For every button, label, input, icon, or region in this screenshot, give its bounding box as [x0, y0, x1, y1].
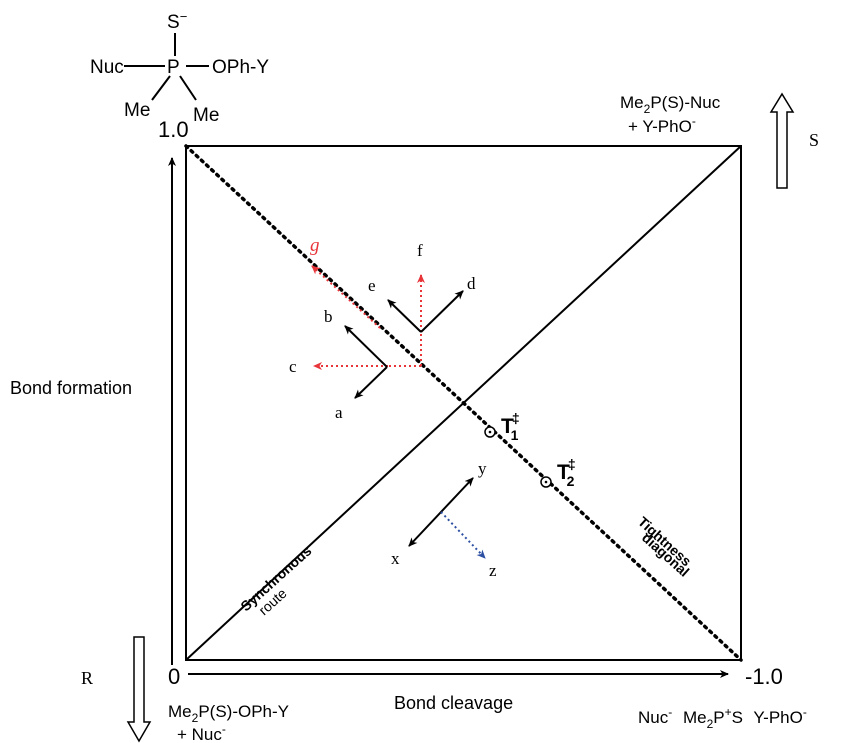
p-me-left-bond	[151, 75, 171, 101]
oph-y-label: OPh-Y	[212, 57, 269, 78]
origin-label: 0	[168, 664, 180, 689]
vector-a-label: a	[335, 403, 343, 422]
sulfur-label: S−	[167, 9, 187, 33]
phosphorus-label: P	[167, 57, 180, 78]
vector-group-upper: a b c d e f g	[289, 235, 476, 422]
transition-state-t2: T‡ 2	[540, 456, 576, 489]
vector-e-label: e	[368, 276, 376, 295]
s-direction-hollow-arrow	[769, 92, 795, 189]
vector-group-lower: x y z	[391, 459, 497, 580]
r-direction-hollow-arrow	[126, 636, 152, 743]
r-direction-label: R	[81, 668, 93, 688]
nuc-label: Nuc	[90, 57, 124, 78]
top-right-product-line1: Me2P(S)-Nuc	[620, 93, 721, 116]
methyl-right-label: Me	[193, 105, 219, 126]
s-direction-label: S	[809, 130, 819, 150]
vector-y-label: y	[478, 459, 487, 478]
vector-z-arrow	[440, 511, 486, 559]
vector-g-arrow	[311, 265, 381, 329]
y-axis-max-label: 1.0	[158, 117, 189, 142]
top-right-product-line2: + Y-PhO-	[628, 114, 696, 136]
t2-marker-dot	[544, 480, 548, 484]
vector-b-arrow	[344, 325, 388, 368]
vector-d-arrow	[420, 290, 464, 333]
t1-label: T‡ 1	[501, 410, 520, 443]
vector-d-label: d	[467, 274, 476, 293]
tightness-diagonal-line	[184, 144, 743, 662]
y-axis-title: Bond formation	[10, 378, 132, 398]
bottom-left-reactant-line2: + Nuc-	[177, 722, 226, 743]
methyl-left-label: Me	[124, 100, 150, 121]
vector-f-label: f	[417, 241, 423, 260]
x-axis-max-label: -1.0	[745, 664, 783, 689]
vector-x-label: x	[391, 549, 400, 568]
t2-label: T‡ 2	[557, 456, 576, 489]
vector-z-label: z	[489, 561, 497, 580]
bottom-left-reactant-line1: Me2P(S)-OPh-Y	[168, 702, 289, 725]
x-axis-title: Bond cleavage	[394, 693, 513, 713]
vector-e-arrow	[387, 299, 422, 333]
vector-g-label: g	[310, 235, 320, 256]
diagram-frame	[185, 145, 742, 661]
p-me-right-bond	[179, 75, 197, 101]
vector-a-arrow	[354, 366, 388, 399]
t1-marker-dot	[488, 430, 492, 434]
phosphorane-structure: S− Nuc P OPh-Y Me Me	[90, 9, 269, 126]
transition-state-t1: T‡ 1	[484, 410, 520, 443]
vector-b-label: b	[324, 307, 333, 326]
bottom-right-species-label: Nuc- Me2P+S Y-PhO-	[638, 701, 807, 731]
vector-c-label: c	[289, 357, 297, 376]
